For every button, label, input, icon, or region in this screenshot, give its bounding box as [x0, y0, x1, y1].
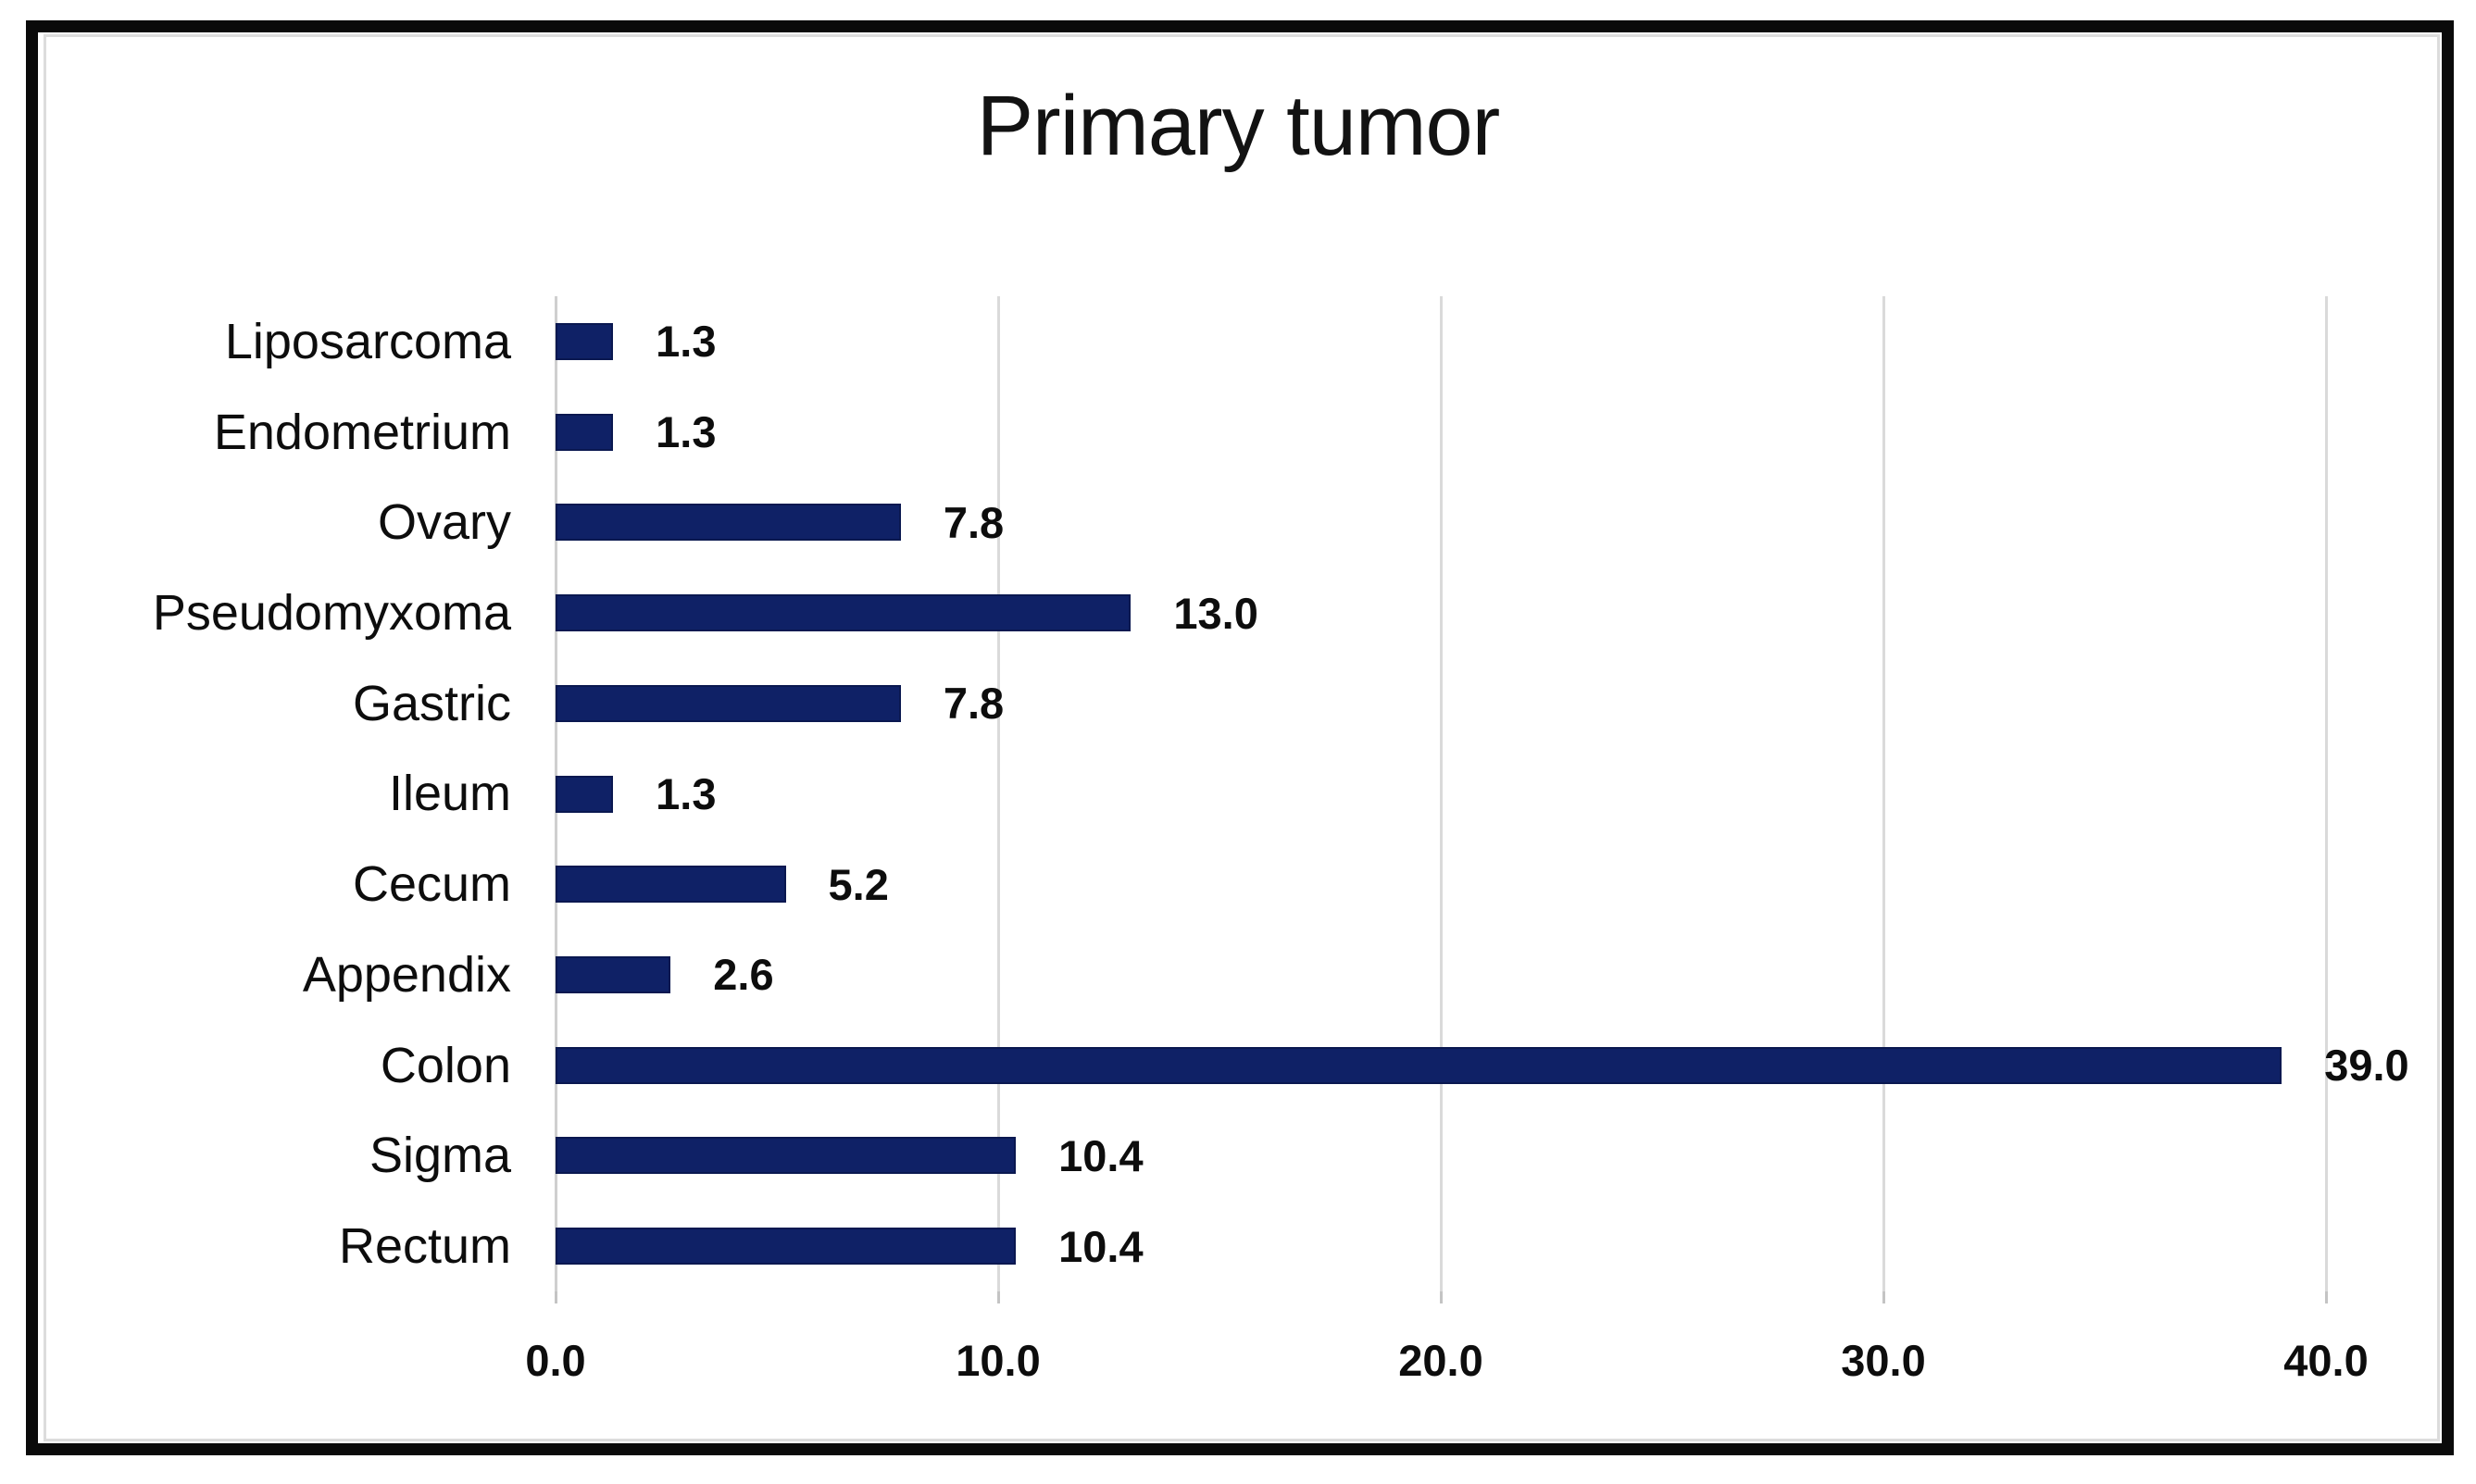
value-label-cecum: 5.2 — [828, 859, 889, 909]
category-label-liposarcoma: Liposarcoma — [224, 313, 511, 369]
value-label-pseudomyxoma: 13.0 — [1173, 588, 1258, 638]
bar-endometrium — [556, 413, 614, 451]
bar-sigma — [556, 1137, 1017, 1175]
value-label-colon: 39.0 — [2324, 1041, 2409, 1091]
x-tick-mark — [1882, 1291, 1885, 1303]
category-label-ovary: Ovary — [377, 494, 511, 551]
chart-area-border — [44, 34, 2440, 1441]
x-tick-mark — [996, 1291, 1000, 1303]
bar-gastric — [556, 684, 901, 722]
x-tick-label: 30.0 — [1841, 1336, 1926, 1385]
category-label-rectum: Rectum — [338, 1218, 511, 1275]
x-tick-label: 10.0 — [956, 1336, 1041, 1385]
bar-rectum — [556, 1228, 1017, 1266]
gridline — [1439, 296, 1443, 1291]
bar-appendix — [556, 955, 671, 993]
gridline — [1882, 296, 1885, 1291]
gridline — [996, 296, 1000, 1291]
value-label-endometrium: 1.3 — [656, 407, 717, 457]
category-label-ileum: Ileum — [388, 766, 511, 822]
x-tick-mark — [554, 1291, 557, 1303]
category-label-endometrium: Endometrium — [213, 404, 511, 460]
x-tick-mark — [2324, 1291, 2328, 1303]
bar-colon — [556, 1046, 2282, 1084]
value-label-appendix: 2.6 — [713, 950, 774, 1000]
bar-ileum — [556, 775, 614, 813]
value-label-liposarcoma: 1.3 — [656, 317, 717, 367]
category-label-pseudomyxoma: Pseudomyxoma — [152, 585, 511, 642]
bar-pseudomyxoma — [556, 594, 1132, 632]
x-tick-label: 40.0 — [2283, 1336, 2369, 1385]
category-label-colon: Colon — [380, 1037, 511, 1093]
value-label-gastric: 7.8 — [943, 679, 1005, 729]
bar-liposarcoma — [556, 322, 614, 360]
value-label-sigma: 10.4 — [1058, 1130, 1144, 1180]
value-label-ileum: 1.3 — [656, 768, 717, 818]
figure-outer-border — [26, 20, 2454, 1455]
value-label-rectum: 10.4 — [1058, 1221, 1144, 1271]
x-tick-mark — [1439, 1291, 1443, 1303]
gridline — [2324, 296, 2328, 1291]
x-tick-label: 20.0 — [1398, 1336, 1483, 1385]
category-label-cecum: Cecum — [352, 856, 511, 913]
chart-title: Primary tumor — [976, 79, 1501, 173]
value-label-ovary: 7.8 — [943, 497, 1005, 547]
bar-cecum — [556, 866, 786, 904]
bar-ovary — [556, 504, 901, 542]
category-label-sigma: Sigma — [369, 1128, 511, 1184]
x-tick-label: 0.0 — [525, 1336, 586, 1385]
category-label-appendix: Appendix — [302, 946, 511, 1003]
category-label-gastric: Gastric — [352, 675, 511, 731]
